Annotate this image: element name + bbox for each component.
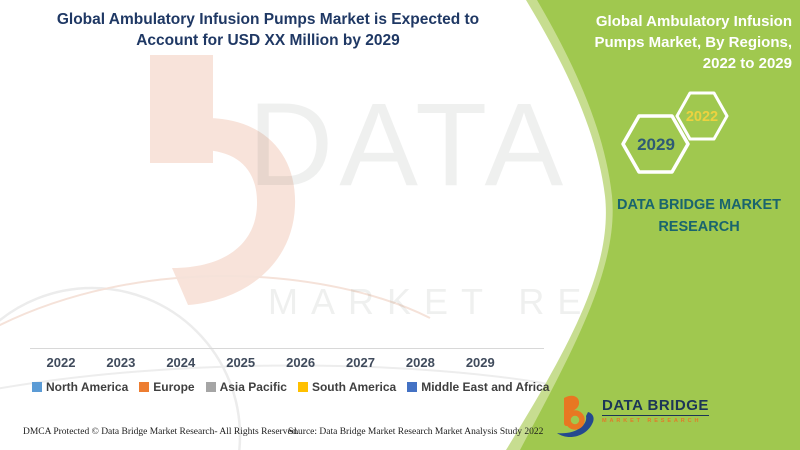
logo-blue-swoosh [557, 412, 594, 438]
hexagon-2029-label: 2029 [637, 135, 675, 154]
legend-swatch [139, 382, 150, 392]
data-bridge-logo-text: DATA BRIDGE MARKET RESEARCH [602, 398, 709, 425]
legend-swatch [205, 382, 216, 392]
hexagon-2029 [621, 114, 690, 174]
legend-item-North America: North America [32, 380, 128, 394]
legend: North America Europe Asia Pacific South Ame… [32, 380, 549, 394]
x-axis-label-2023: 2023 [106, 355, 136, 370]
watermark-b-bowl [172, 118, 296, 305]
watermark-circle-arc [0, 286, 242, 450]
logo-orange-bowl [565, 410, 585, 430]
x-axis-label-2022: 2022 [46, 355, 76, 370]
watermark-swoosh-1 [0, 275, 431, 327]
x-axis-label-2029: 2029 [465, 355, 495, 370]
x-axis-line [30, 348, 544, 349]
hexagon-2022 [675, 91, 729, 141]
x-axis-label-2025: 2025 [226, 355, 256, 370]
x-axis-label-2028: 2028 [405, 355, 435, 370]
watermark-b-stem [150, 55, 213, 163]
x-axis-label-2024: 2024 [166, 355, 196, 370]
green-panel [520, 0, 800, 450]
legend-swatch [407, 382, 418, 392]
x-axis-label-2026: 2026 [286, 355, 316, 370]
x-axis-label-2027: 2027 [346, 355, 375, 370]
watermark-swoosh-2 [0, 364, 561, 390]
legend-label: South America [311, 380, 397, 394]
footer-copyright: DMCA Protected © Data Bridge Market Rese… [23, 427, 299, 437]
panel-title: Global Ambulatory Infusion Pumps Market,… [594, 13, 792, 72]
legend-item-South America: South America [297, 380, 397, 394]
legend-label: North America [46, 380, 129, 394]
legend-item-Middle East and Africa: Middle East and Africa [407, 380, 549, 394]
logo-title: DATA BRIDGE [602, 397, 709, 416]
hexagon-2022-label: 2022 [686, 109, 718, 125]
chart-title: Global Ambulatory Infusion Pumps Market … [56, 11, 480, 49]
legend-label: Asia Pacific [219, 380, 287, 394]
legend-label: Europe [153, 380, 195, 394]
logo-subtitle: MARKET RESEARCH [602, 418, 702, 424]
legend-item-Asia Pacific: Asia Pacific [205, 380, 287, 394]
legend-item-Europe: Europe [139, 380, 195, 394]
legend-swatch [297, 382, 308, 392]
legend-swatch [32, 382, 42, 392]
footer-source: Source: Data Bridge Market Research Mark… [288, 427, 544, 437]
legend-label: Middle East and Africa [421, 380, 550, 394]
panel-brand-text: DATA BRIDGE MARKET RESEARCH [616, 197, 782, 235]
data-bridge-logo-icon [557, 395, 594, 438]
